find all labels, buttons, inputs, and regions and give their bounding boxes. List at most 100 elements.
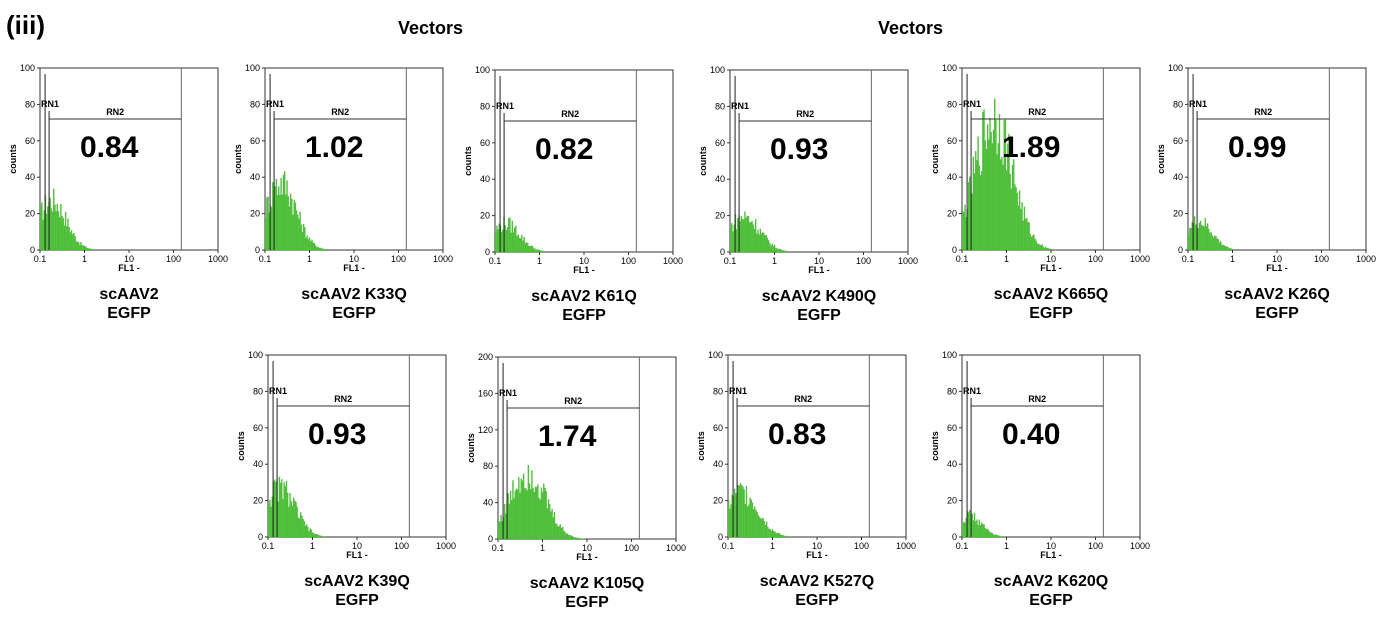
histogram-bar (1205, 226, 1208, 250)
y-tick-label: 80 (250, 99, 260, 109)
histogram-bar (501, 521, 503, 539)
histogram-bar (62, 217, 64, 250)
x-tick-label: 100 (624, 543, 639, 553)
histogram-bar (1004, 118, 1007, 250)
gated-percentage-value: 0.99 (1228, 131, 1286, 164)
histogram-bar (68, 227, 70, 250)
x-tick-label: 100 (1314, 254, 1329, 264)
gated-percentage-value: 0.93 (308, 418, 366, 451)
histogram-bar (82, 245, 85, 250)
histogram-bar (1227, 246, 1229, 250)
caption-reporter: EGFP (795, 592, 839, 609)
histogram-bar (283, 482, 285, 537)
histogram-bar (524, 488, 526, 539)
histogram-bar (768, 528, 770, 537)
histogram-bar (741, 484, 743, 537)
histogram-bar (581, 538, 583, 539)
histogram-bar (539, 499, 541, 539)
histogram-bar (780, 534, 782, 537)
histogram-bar (321, 535, 323, 537)
histogram-bar (308, 531, 310, 537)
histogram-bar (786, 536, 788, 537)
histogram-bar (965, 517, 967, 537)
y-tick-label: 100 (248, 350, 263, 360)
histogram-bar (1030, 236, 1033, 250)
gate-rn1-label: RN1 (1189, 99, 1207, 109)
histogram-bar (77, 241, 80, 250)
histogram-bar (964, 204, 966, 250)
x-tick-label: 0.1 (956, 541, 969, 551)
histogram-bar (976, 519, 978, 537)
caption-reporter: EGFP (335, 592, 379, 609)
histogram-bar (519, 238, 522, 252)
y-tick-label: 0 (488, 534, 493, 544)
histogram-bar (538, 497, 540, 539)
histogram-bar (516, 489, 519, 539)
histogram-bar (1041, 244, 1043, 250)
gate-rn1-label: RN1 (269, 386, 287, 396)
histogram-bar (535, 487, 538, 539)
gate-rn1-label: RN1 (963, 99, 981, 109)
histogram-bar (277, 501, 279, 537)
y-tick-label: 100 (942, 350, 957, 360)
histogram-bar (979, 175, 982, 250)
histogram-bar (282, 499, 284, 537)
histogram-bar (508, 503, 511, 539)
vectors-label-right: Vectors (878, 18, 944, 38)
histogram-bar (307, 239, 310, 250)
histogram-bar (984, 140, 986, 250)
histogram-bar (282, 174, 285, 250)
histogram-bar (975, 521, 977, 537)
histogram-bar (1010, 188, 1013, 250)
gate-rn1-label: RN1 (963, 386, 981, 396)
histogram-bar (506, 227, 509, 252)
histogram-bar (317, 246, 319, 250)
histogram-bar (289, 193, 292, 250)
histogram-bar (511, 220, 513, 252)
y-tick-label: 40 (1173, 172, 1183, 182)
histogram-bar (1225, 246, 1228, 250)
caption-vector-name: scAAV2 K620Q (993, 573, 1109, 590)
histogram-bar (544, 487, 546, 539)
histogram-bar (80, 241, 82, 250)
histogram-bar (999, 159, 1002, 250)
histogram-bar (288, 206, 291, 250)
histogram-bar (54, 204, 56, 250)
histogram-bar (81, 245, 83, 250)
histogram-bar (991, 143, 994, 250)
histogram-bar (499, 521, 501, 539)
histogram-bar (495, 231, 497, 252)
x-axis-label: FL1 - (1266, 263, 1288, 273)
histogram-bar (310, 529, 313, 537)
histogram-bar (316, 534, 319, 537)
histogram-bar (730, 504, 732, 537)
histogram-bar (288, 506, 290, 537)
histogram-bar (996, 534, 998, 537)
histogram-bar (969, 176, 971, 250)
caption-reporter: EGFP (1029, 305, 1073, 322)
histogram-bar (1222, 244, 1224, 250)
histogram-bar (289, 492, 291, 537)
histogram-bar (754, 506, 756, 537)
histogram-bar (505, 513, 507, 539)
histogram-bar (777, 249, 779, 252)
histogram-bar (568, 534, 570, 539)
histogram-bar (508, 218, 510, 252)
histogram-bar (281, 479, 283, 537)
y-tick-label: 0 (952, 245, 957, 255)
histogram-bar (751, 502, 754, 537)
gated-percentage-value: 0.40 (1002, 418, 1060, 451)
histogram-bar (43, 210, 45, 250)
caption-vector-name: scAAV2 K61Q (531, 288, 637, 305)
histogram-bar (980, 522, 983, 537)
y-axis-label: counts (233, 144, 243, 174)
histogram-bar (503, 504, 506, 539)
y-tick-label: 100 (708, 350, 723, 360)
histogram-bar (518, 477, 520, 539)
histogram-bar (571, 535, 573, 539)
histogram-bar (565, 533, 568, 539)
histogram-bar (739, 482, 742, 537)
histogram-bar (964, 522, 966, 537)
gate-rn2-label: RN2 (1028, 394, 1046, 404)
y-axis-label: counts (8, 144, 18, 174)
